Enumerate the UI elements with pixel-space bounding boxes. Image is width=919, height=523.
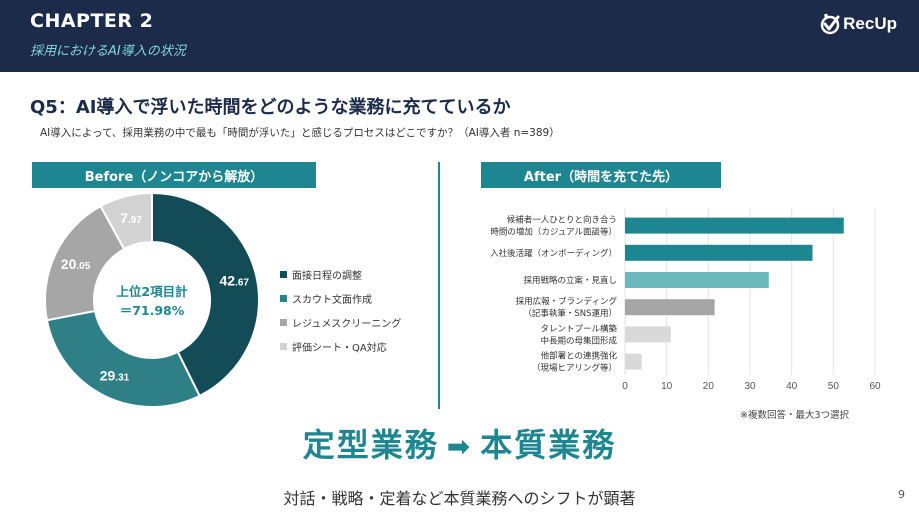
category-label: 中長期の母集団形成 bbox=[540, 335, 617, 346]
after-label: After（時間を充てた先） bbox=[481, 162, 721, 188]
donut-slice bbox=[45, 309, 201, 408]
category-label: タレントプール構築 bbox=[540, 323, 617, 334]
page-number: 9 bbox=[898, 488, 905, 501]
legend-item: 面接日程の調整 bbox=[280, 262, 401, 286]
legend-item: レジュメスクリーニング bbox=[280, 310, 401, 334]
slice-value-label: 20.05 bbox=[61, 256, 91, 272]
legend-label: 評価シート・QA対応 bbox=[292, 342, 387, 354]
legend-swatch bbox=[280, 342, 287, 350]
legend-item: 評価シート・QA対応 bbox=[280, 334, 401, 358]
question-subtitle: AI導入によって、採用業務の中で最も「時間が浮いた」と感じるプロセスはどこですか… bbox=[40, 127, 560, 139]
bar-chart: 0 10 20 30 40 50 60 候補者一人ひとりと向き合う時間の増加（カジュアル面談等… bbox=[490, 208, 881, 392]
x-tick-label: 0 bbox=[622, 381, 628, 392]
before-label: Before（ノンコアから解放） bbox=[32, 162, 316, 188]
legend-label: 面接日程の調整 bbox=[292, 270, 362, 282]
slice-value-label: 7.97 bbox=[120, 210, 142, 226]
category-label: 入社後活躍（オンボーディング） bbox=[490, 248, 617, 259]
shift-tagline: 対話・戦略・定着など本質業務へのシフトが顕著 bbox=[283, 489, 636, 508]
question-title: Q5：AI導入で浮いた時間をどのような業務に充てているか bbox=[30, 97, 511, 118]
donut-slice bbox=[99, 191, 153, 251]
logo-text: RecUp bbox=[843, 14, 897, 33]
from-label: 定型業務 bbox=[302, 426, 439, 464]
slice-value-label: 42.67 bbox=[220, 273, 250, 289]
slice-value-label: 29.31 bbox=[100, 368, 130, 384]
chapter-subtitle: 採用におけるAI導入の状況 bbox=[30, 44, 186, 59]
bar bbox=[625, 272, 769, 288]
donut-center-text: 上位2項目計 bbox=[116, 284, 188, 299]
category-label: （現場ヒアリング等） bbox=[532, 363, 617, 374]
legend-label: レジュメスクリーニング bbox=[292, 318, 402, 330]
category-label: （記事執筆・SNS運用） bbox=[523, 308, 617, 319]
category-label: 採用広報・ブランディング bbox=[516, 296, 618, 307]
donut-center-text: ＝71.98% bbox=[120, 303, 185, 318]
section-divider bbox=[438, 162, 440, 409]
category-label: 他部署との連携強化 bbox=[541, 351, 618, 362]
category-label: 候補者一人ひとりと向き合う bbox=[507, 215, 617, 226]
bar bbox=[625, 217, 844, 234]
legend-item: スカウト文面作成 bbox=[280, 286, 401, 310]
logo-check-icon bbox=[820, 13, 840, 35]
legend-swatch bbox=[280, 294, 287, 302]
chapter-title: CHAPTER 2 bbox=[30, 10, 154, 32]
x-tick-label: 30 bbox=[744, 381, 756, 392]
bar bbox=[625, 299, 715, 316]
x-tick-label: 60 bbox=[869, 381, 881, 392]
donut-slice bbox=[151, 191, 260, 398]
donut-chart: 42.67 29.31 20.05 7.97 上位2項目計 ＝71.98% bbox=[44, 191, 260, 408]
x-tick-label: 40 bbox=[786, 381, 798, 392]
category-label: 採用戦略の立案・見直し bbox=[523, 275, 617, 286]
x-tick-label: 10 bbox=[661, 381, 673, 392]
legend-swatch bbox=[280, 270, 287, 278]
chart-note: ※複数回答・最大3つ選択 bbox=[740, 410, 850, 421]
x-tick-label: 50 bbox=[828, 381, 840, 392]
legend-label: スカウト文面作成 bbox=[292, 294, 372, 306]
x-tick-label: 20 bbox=[703, 381, 715, 392]
bar bbox=[625, 326, 671, 343]
donut-legend: 面接日程の調整 スカウト文面作成レジュメスクリーニング 評価シート・QA対応 bbox=[280, 262, 401, 358]
legend-swatch bbox=[280, 318, 287, 326]
shift-headline: 定型業務 ➡ 本質業務 bbox=[0, 420, 919, 466]
recup-logo: RecUp bbox=[819, 12, 897, 36]
header-bar: CHAPTER 2 採用におけるAI導入の状況 RecUp bbox=[0, 0, 919, 72]
category-label: 時間の増加（カジュアル面談等） bbox=[490, 227, 617, 238]
bar bbox=[625, 244, 813, 261]
right-arrow-icon: ➡ bbox=[446, 430, 473, 463]
to-label: 本質業務 bbox=[480, 426, 617, 464]
bar bbox=[625, 353, 642, 370]
